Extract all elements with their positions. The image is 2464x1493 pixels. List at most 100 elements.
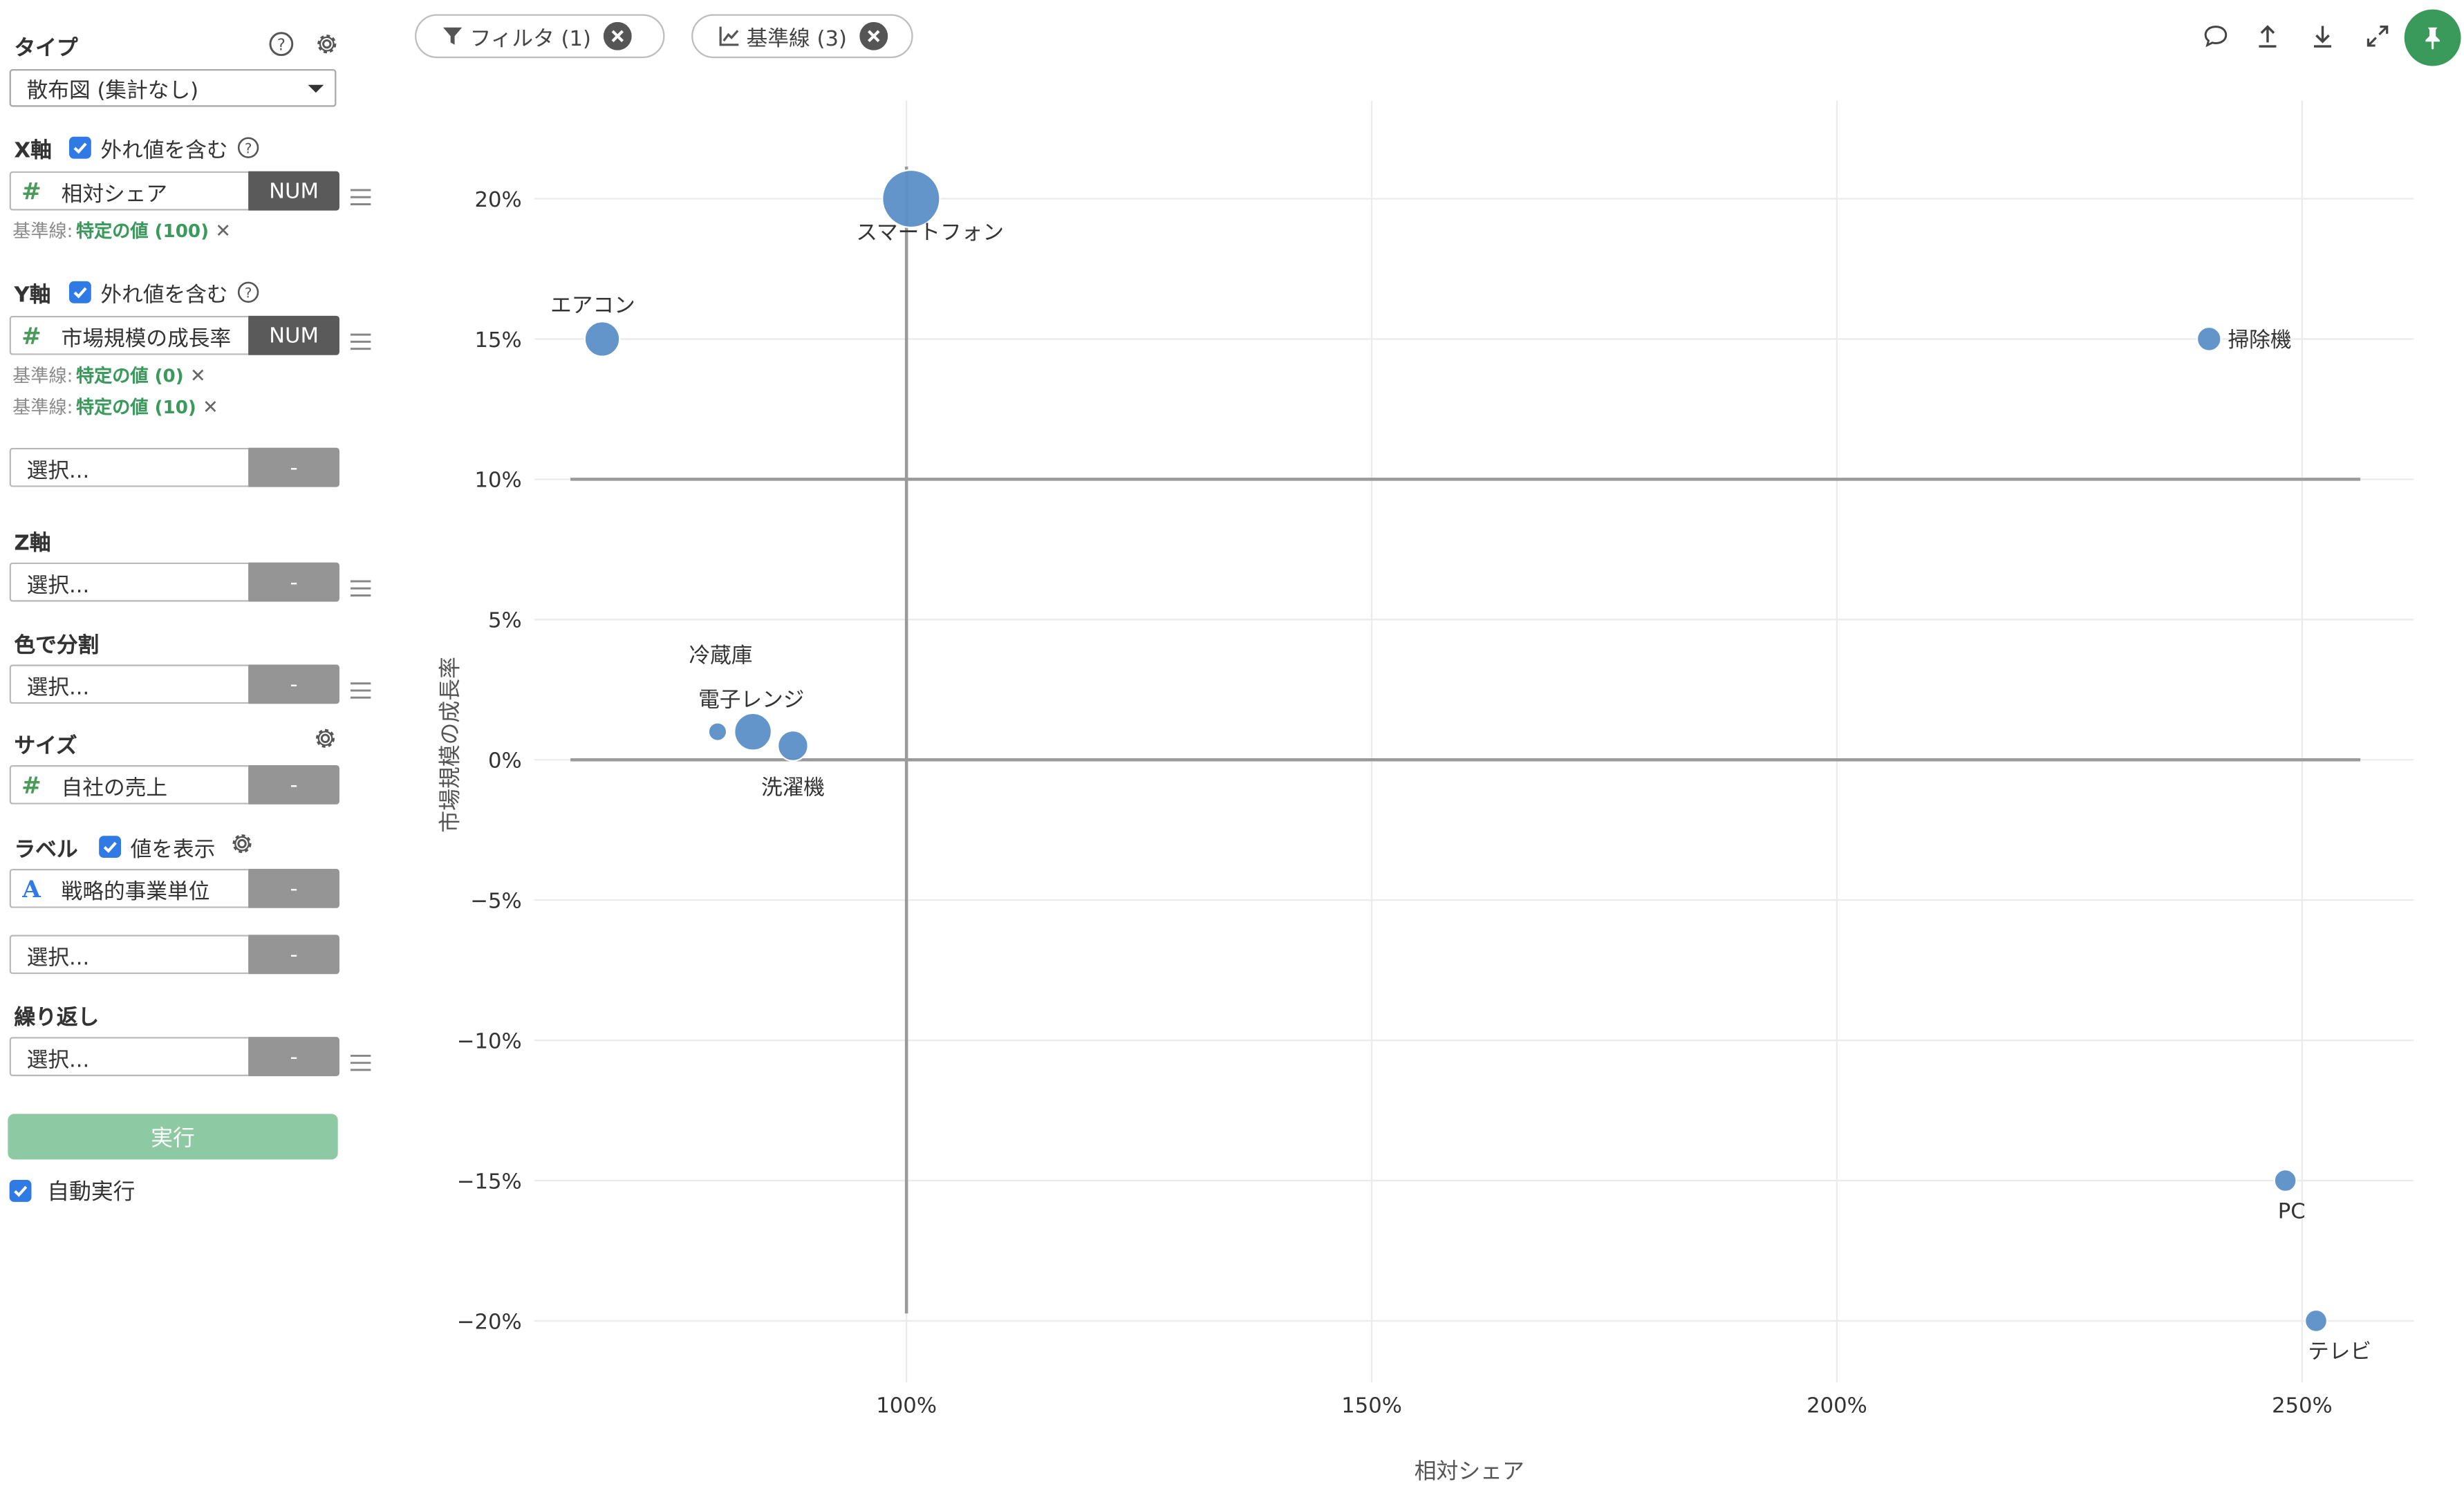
label-field[interactable]: A 戦略的事業単位 - bbox=[9, 868, 339, 908]
y-tick-label: 15% bbox=[474, 328, 521, 353]
repeat-section-title: 繰り返し bbox=[14, 1005, 100, 1031]
sidebar: タイプ ? 散布図 (集計なし) X軸 外れ値を含む ? # 相対シェア NUM … bbox=[0, 0, 393, 1488]
z-axis-field[interactable]: 選択... - bbox=[9, 562, 339, 602]
filter-icon bbox=[442, 25, 464, 47]
x-baseline-1: 基準線: 特定の値 (100) ✕ bbox=[12, 218, 231, 243]
x-axis-type-tag[interactable]: NUM bbox=[248, 171, 339, 211]
x-outlier-checkbox[interactable] bbox=[69, 136, 91, 159]
color-field[interactable]: 選択... - bbox=[9, 664, 339, 704]
gear-icon[interactable] bbox=[312, 726, 337, 751]
y-outlier-label: 外れ値を含む bbox=[100, 283, 228, 308]
size-section-title: サイズ bbox=[14, 733, 77, 759]
show-values-checkbox[interactable] bbox=[99, 836, 122, 858]
baseline-chip[interactable]: 基準線 (3) bbox=[691, 14, 913, 59]
auto-run-option[interactable]: 自動実行 bbox=[9, 1175, 135, 1206]
type-tag[interactable]: - bbox=[248, 935, 339, 975]
pin-button[interactable] bbox=[2404, 9, 2461, 66]
type-tag[interactable]: - bbox=[248, 447, 339, 487]
baseline-prefix: 基準線: bbox=[12, 364, 73, 387]
filter-chip[interactable]: フィルタ (1) bbox=[415, 14, 665, 59]
x-outlier-option[interactable]: 外れ値を含む ? bbox=[69, 132, 259, 163]
label-extra-field[interactable]: 選択... - bbox=[9, 935, 339, 975]
number-type-icon: # bbox=[21, 770, 41, 799]
x-tick-label: 150% bbox=[1341, 1393, 1402, 1418]
type-tag[interactable]: - bbox=[248, 664, 339, 704]
drag-handle-icon[interactable] bbox=[350, 1048, 371, 1071]
drag-handle-icon[interactable] bbox=[350, 675, 371, 699]
type-tag[interactable]: - bbox=[248, 868, 339, 908]
chart-points bbox=[584, 169, 2328, 1333]
y-axis-type-tag[interactable]: NUM bbox=[248, 315, 339, 355]
repeat-field[interactable]: 選択... - bbox=[9, 1037, 339, 1077]
run-button[interactable]: 実行 bbox=[8, 1114, 338, 1160]
gear-icon[interactable] bbox=[315, 31, 339, 56]
show-values-option[interactable]: 値を表示 bbox=[99, 831, 216, 863]
z-axis-section-title: Z軸 bbox=[14, 531, 51, 556]
x-axis-field-name: 相対シェア bbox=[61, 181, 168, 207]
y-outlier-checkbox[interactable] bbox=[69, 281, 91, 303]
placeholder-text: 選択... bbox=[26, 1046, 90, 1073]
placeholder-text: 選択... bbox=[26, 572, 90, 598]
scatter-point bbox=[776, 729, 809, 762]
x-tick-label: 200% bbox=[1807, 1393, 1867, 1418]
baseline-value[interactable]: 特定の値 (10) bbox=[75, 395, 196, 418]
y-axis-field-name: 市場規模の成長率 bbox=[61, 326, 232, 352]
comment-icon[interactable] bbox=[2201, 22, 2230, 50]
y-tick-label: −15% bbox=[457, 1170, 522, 1194]
y-baseline-2: 基準線: 特定の値 (10) ✕ bbox=[12, 395, 218, 420]
point-label: テレビ bbox=[2308, 1340, 2371, 1364]
baseline-chip-label: 基準線 (3) bbox=[746, 26, 847, 53]
drag-handle-icon[interactable] bbox=[350, 327, 371, 350]
placeholder-text: 選択... bbox=[26, 675, 90, 700]
type-tag[interactable]: - bbox=[248, 1037, 339, 1077]
expand-icon[interactable] bbox=[2364, 22, 2392, 50]
y-axis-ticks: 20% 15% 10% 5% 0% −5% −10% −15% −20% bbox=[457, 188, 522, 1334]
y-axis-field[interactable]: # 市場規模の成長率 NUM bbox=[9, 315, 339, 355]
drag-handle-icon[interactable] bbox=[350, 574, 371, 597]
scatter-point bbox=[2273, 1168, 2297, 1193]
point-label: 冷蔵庫 bbox=[689, 644, 752, 668]
filter-chip-label: フィルタ (1) bbox=[469, 26, 592, 53]
close-icon[interactable] bbox=[604, 21, 633, 50]
type-tag[interactable]: - bbox=[248, 562, 339, 602]
x-axis-field[interactable]: # 相対シェア NUM bbox=[9, 171, 339, 211]
baseline-prefix: 基準線: bbox=[12, 220, 73, 243]
upload-icon[interactable] bbox=[2253, 22, 2281, 50]
drag-handle-icon[interactable] bbox=[350, 182, 371, 205]
auto-run-checkbox[interactable] bbox=[9, 1180, 32, 1202]
close-icon[interactable]: ✕ bbox=[203, 395, 218, 418]
size-field[interactable]: # 自社の売上 - bbox=[9, 764, 339, 805]
help-icon[interactable]: ? bbox=[237, 281, 259, 303]
close-icon[interactable] bbox=[859, 21, 888, 50]
download-icon[interactable] bbox=[2308, 22, 2337, 50]
close-icon[interactable]: ✕ bbox=[189, 364, 206, 387]
y-tick-label: −20% bbox=[457, 1310, 522, 1334]
pin-icon bbox=[2425, 27, 2440, 50]
help-icon[interactable]: ? bbox=[269, 31, 294, 57]
size-field-name: 自社の売上 bbox=[61, 775, 168, 801]
chevron-down-icon bbox=[308, 84, 324, 93]
y-axis-label: 市場規模の成長率 bbox=[436, 657, 463, 832]
chart-type-select[interactable]: 散布図 (集計なし) bbox=[9, 69, 337, 107]
show-values-label: 値を表示 bbox=[130, 837, 216, 863]
help-icon[interactable]: ? bbox=[237, 137, 259, 159]
point-label: 掃除機 bbox=[2228, 328, 2292, 353]
y-tick-label: 20% bbox=[474, 188, 521, 212]
line-chart-icon bbox=[718, 25, 740, 47]
y-axis-extra-field[interactable]: 選択... - bbox=[9, 447, 339, 487]
scatter-point bbox=[707, 722, 728, 742]
scatter-point bbox=[881, 169, 941, 229]
y-outlier-option[interactable]: 外れ値を含む ? bbox=[69, 276, 259, 308]
y-tick-label: −10% bbox=[457, 1029, 522, 1053]
type-tag[interactable]: - bbox=[248, 764, 339, 805]
baseline-value[interactable]: 特定の値 (0) bbox=[75, 364, 184, 387]
x-axis-section-title: X軸 bbox=[14, 138, 52, 164]
baseline-value[interactable]: 特定の値 (100) bbox=[75, 220, 209, 243]
baseline-prefix: 基準線: bbox=[12, 395, 73, 418]
scatter-point bbox=[734, 712, 773, 751]
scatter-point bbox=[584, 321, 621, 357]
gear-icon[interactable] bbox=[230, 831, 254, 856]
number-type-icon: # bbox=[21, 321, 41, 350]
x-axis-ticks: 100% 150% 200% 250% bbox=[876, 1393, 2332, 1418]
close-icon[interactable]: ✕ bbox=[215, 220, 232, 243]
